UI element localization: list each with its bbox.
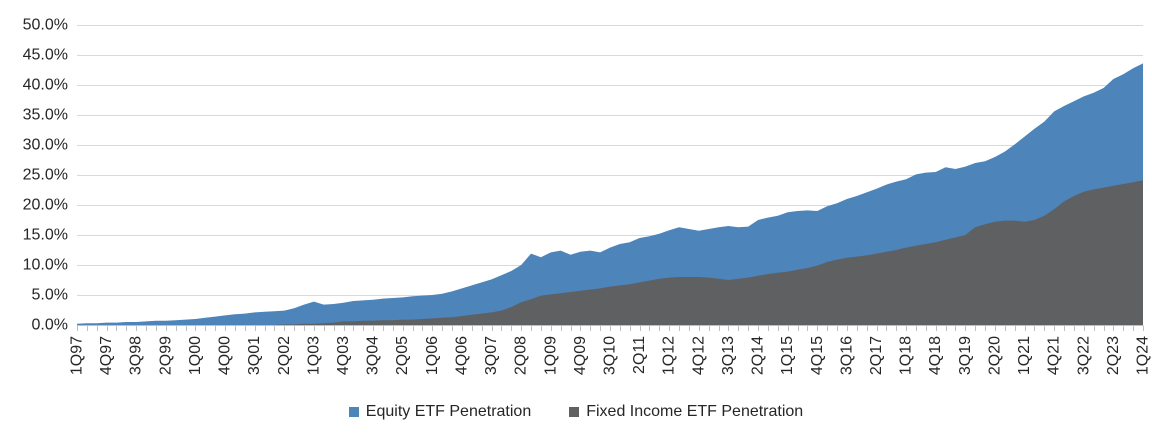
x-axis-label: 4Q00 bbox=[217, 336, 234, 375]
x-axis-label: 3Q22 bbox=[1075, 336, 1092, 375]
y-axis-label: 5.0% bbox=[32, 287, 68, 304]
x-axis-label: 2Q08 bbox=[513, 336, 530, 375]
equity-legend-label: Equity ETF Penetration bbox=[365, 403, 532, 420]
x-axis-label: 3Q04 bbox=[365, 336, 382, 375]
y-axis-label: 50.0% bbox=[23, 17, 68, 34]
x-axis-label: 1Q09 bbox=[542, 336, 559, 375]
x-axis-label: 1Q00 bbox=[187, 336, 204, 375]
x-axis-label: 3Q01 bbox=[246, 336, 263, 375]
legend-item-equity: Equity ETF Penetration bbox=[348, 401, 532, 423]
x-axis-label: 1Q21 bbox=[1016, 336, 1033, 375]
x-axis-label: 3Q16 bbox=[838, 336, 855, 375]
x-axis-label: 4Q06 bbox=[453, 336, 470, 375]
x-axis-label: 2Q20 bbox=[986, 336, 1003, 375]
y-axis-label: 0.0% bbox=[32, 317, 68, 334]
legend-item-fixed-income: Fixed Income ETF Penetration bbox=[569, 401, 803, 423]
x-axis-label: 1Q97 bbox=[69, 336, 86, 375]
x-axis-label: 4Q21 bbox=[1046, 336, 1063, 375]
fixed-income-legend-label: Fixed Income ETF Penetration bbox=[586, 403, 804, 420]
x-axis-label: 1Q15 bbox=[779, 336, 796, 375]
y-axis-label: 40.0% bbox=[23, 77, 68, 94]
y-axis-label: 25.0% bbox=[23, 167, 68, 184]
x-axis-label: 3Q07 bbox=[483, 336, 500, 375]
x-axis-label: 4Q18 bbox=[927, 336, 944, 375]
x-axis-label: 3Q10 bbox=[602, 336, 619, 375]
y-axis-label: 10.0% bbox=[23, 257, 68, 274]
x-axis-label: 2Q02 bbox=[276, 336, 293, 375]
x-axis-label: 2Q05 bbox=[394, 336, 411, 375]
y-axis-label: 15.0% bbox=[23, 227, 68, 244]
y-axis-label: 30.0% bbox=[23, 137, 68, 154]
x-axis-label: 4Q09 bbox=[572, 336, 589, 375]
x-axis-label: 4Q15 bbox=[809, 336, 826, 375]
y-axis-label: 45.0% bbox=[23, 47, 68, 64]
x-axis-label: 2Q23 bbox=[1105, 336, 1122, 375]
x-axis-label: 1Q24 bbox=[1135, 336, 1152, 375]
x-axis-label: 1Q12 bbox=[661, 336, 678, 375]
fixed-income-legend-swatch bbox=[569, 407, 580, 417]
y-axis-label: 20.0% bbox=[23, 197, 68, 214]
y-axis-label: 35.0% bbox=[23, 107, 68, 124]
x-axis-label: 4Q12 bbox=[690, 336, 707, 375]
equity-legend-swatch bbox=[348, 407, 359, 417]
x-axis-label: 1Q03 bbox=[305, 336, 322, 375]
x-axis-label: 1Q18 bbox=[898, 336, 915, 375]
chart-canvas: 1Q97 4Q97 3Q98 2Q99 1Q00 4Q00 3Q01 2Q02 1Q03 4Q03… bbox=[23, 17, 1152, 376]
x-axis-label: 2Q11 bbox=[631, 336, 648, 374]
fixed-income-area-series bbox=[77, 180, 1143, 325]
x-axis-label: 4Q97 bbox=[98, 336, 115, 375]
x-axis-label: 2Q14 bbox=[750, 336, 767, 375]
x-axis-label: 3Q98 bbox=[128, 336, 145, 375]
x-axis-label: 3Q19 bbox=[957, 336, 974, 375]
x-axis-label: 4Q03 bbox=[335, 336, 352, 375]
x-axis-label: 2Q99 bbox=[157, 336, 174, 375]
legend: Equity ETF Penetration Fixed Income ETF … bbox=[0, 401, 1152, 423]
x-axis-label: 3Q13 bbox=[720, 336, 737, 375]
x-axis-label: 1Q06 bbox=[424, 336, 441, 375]
x-axis-label: 2Q17 bbox=[868, 336, 885, 375]
